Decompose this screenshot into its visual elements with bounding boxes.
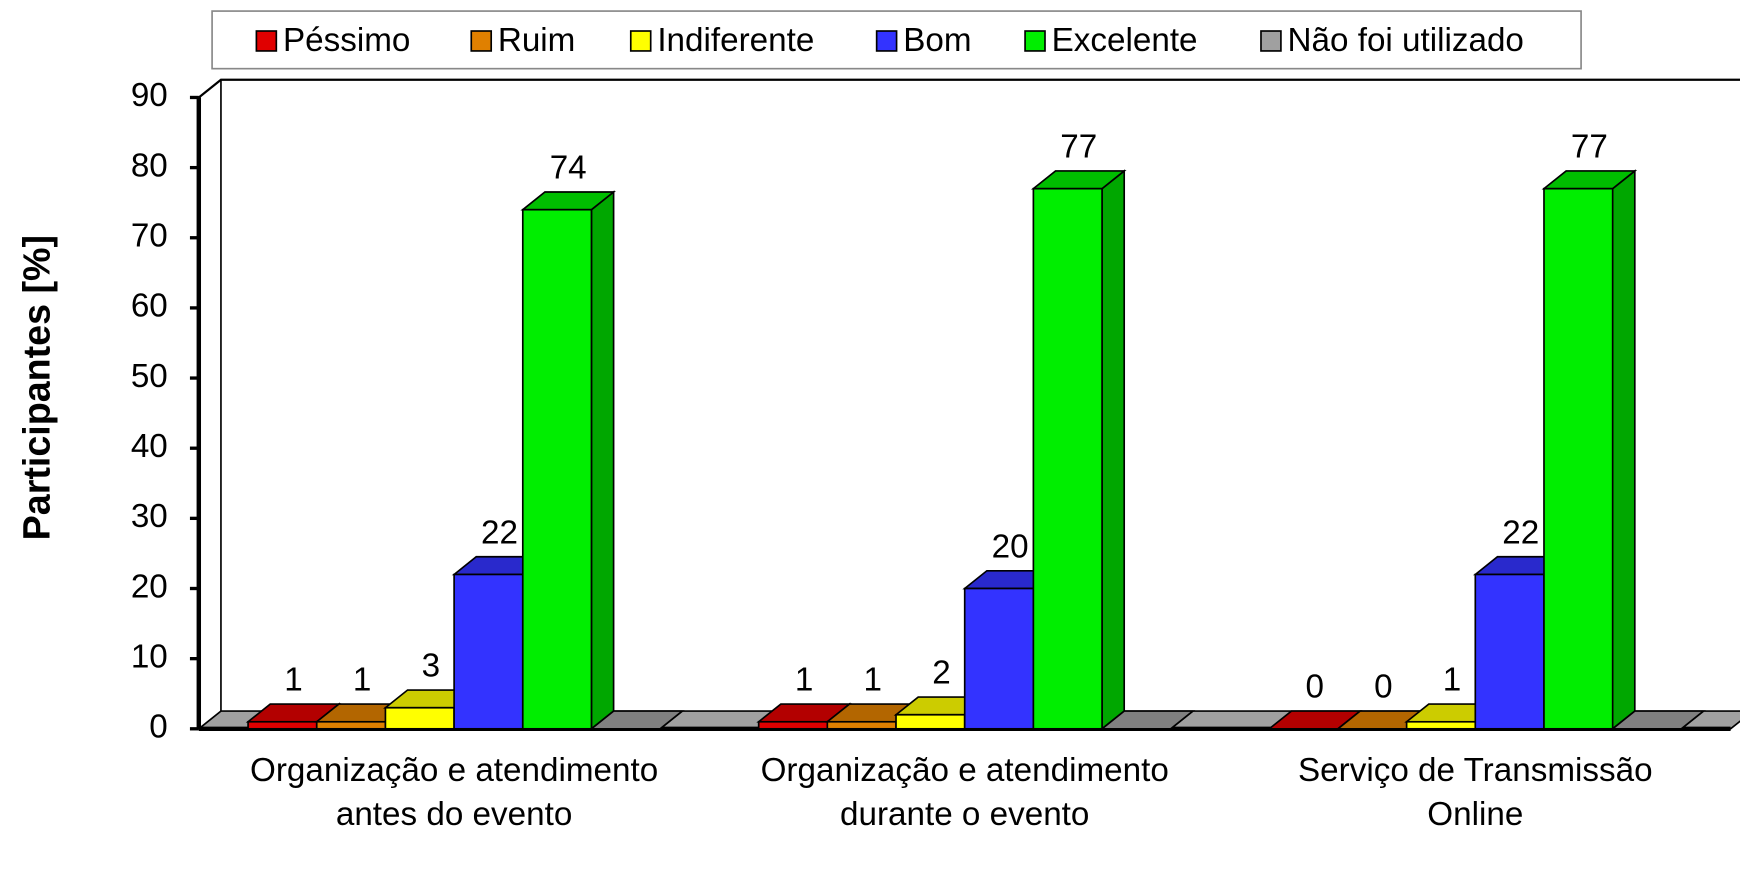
bar <box>1543 187 1614 730</box>
x-tick-label-box: Organização e atendimento durante o even… <box>760 752 1169 833</box>
legend-label: Não foi utilizado <box>1288 22 1524 59</box>
legend-swatch <box>470 30 493 52</box>
data-label: 1 <box>795 662 813 699</box>
bar-side <box>590 190 615 731</box>
data-label: 0 <box>1305 669 1323 706</box>
back-wall <box>198 78 1740 99</box>
bar <box>521 208 593 730</box>
data-label: 1 <box>353 662 371 699</box>
y-tick-label: 40 <box>131 428 168 465</box>
legend-swatch <box>875 30 898 52</box>
y-tick-label: 80 <box>131 147 168 184</box>
y-tick-label: 0 <box>149 709 167 746</box>
bar <box>247 720 318 730</box>
bar <box>315 720 387 730</box>
y-tick-label: 10 <box>131 638 168 675</box>
bar-top <box>589 710 685 730</box>
x-tick-label: Organização e atendimento durante o even… <box>760 752 1169 833</box>
y-tick-label: 60 <box>131 288 168 325</box>
bar <box>1405 720 1477 730</box>
legend-label: Indiferente <box>657 22 814 59</box>
data-label: 77 <box>1571 129 1608 166</box>
data-label: 1 <box>284 662 302 699</box>
data-label: 0 <box>1374 669 1392 706</box>
y-axis-label: Participantes [%] <box>15 235 57 540</box>
data-label: 77 <box>1060 129 1097 166</box>
bar <box>963 587 1035 730</box>
x-tick-label: Serviço de Transmissão Online <box>1297 752 1653 833</box>
bar-side <box>1101 169 1126 731</box>
legend-label: Péssimo <box>283 22 410 59</box>
legend-label: Bom <box>903 22 971 59</box>
legend-swatch <box>255 30 278 52</box>
data-label: 20 <box>992 528 1029 565</box>
y-tick-label: 30 <box>131 498 168 535</box>
bar <box>826 720 897 730</box>
bar <box>1032 187 1103 730</box>
bar-top <box>1099 710 1196 730</box>
y-tick-label: 20 <box>131 568 168 605</box>
data-label: 1 <box>864 662 882 699</box>
data-label: 2 <box>932 655 950 692</box>
bar <box>384 706 455 730</box>
x-tick-label-box: Organização e atendimento antes do event… <box>249 752 659 833</box>
y-tick-label: 50 <box>131 358 168 395</box>
data-label: 22 <box>1502 514 1539 551</box>
bar <box>1474 573 1545 730</box>
bar <box>895 713 966 730</box>
x-tick-label: Organização e atendimento antes do event… <box>249 752 659 833</box>
legend-label: Ruim <box>498 22 576 59</box>
legend-swatch <box>1024 30 1046 52</box>
bar <box>757 720 829 730</box>
y-tick-label: 70 <box>131 218 168 255</box>
bar-side <box>1611 169 1636 731</box>
legend-swatch <box>1260 30 1282 52</box>
y-tick-label: 90 <box>131 77 168 114</box>
data-label: 74 <box>550 150 587 187</box>
data-label: 22 <box>481 514 518 551</box>
legend-label: Excelente <box>1052 22 1198 59</box>
bar <box>453 573 524 730</box>
data-label: 3 <box>422 648 440 685</box>
bar-top <box>1610 710 1706 730</box>
data-label: 1 <box>1443 662 1461 699</box>
x-tick-label-box: Serviço de Transmissão Online <box>1297 752 1653 833</box>
legend-swatch <box>629 30 652 52</box>
